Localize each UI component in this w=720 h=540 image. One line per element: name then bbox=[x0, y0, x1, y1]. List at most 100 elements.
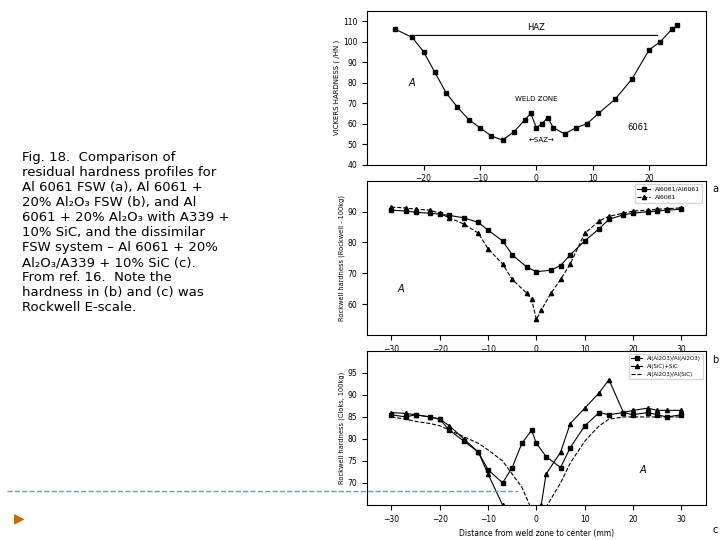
Al(SiC)+SiC bbox=[541, 471, 550, 477]
Al(Al2O3)/Al(Al2O3) bbox=[595, 409, 603, 416]
Al(SiC)+SiC bbox=[537, 502, 546, 508]
Al(Al2O3)/Al(SiC) bbox=[518, 484, 526, 490]
Al(Al2O3)/Al(SiC) bbox=[387, 414, 396, 420]
Al(Al2O3)/Al(SiC) bbox=[541, 504, 550, 510]
Al(SiC)+SiC bbox=[677, 407, 685, 414]
Al(SiC)+SiC bbox=[484, 471, 492, 477]
Al6061/Al6061 bbox=[595, 225, 603, 232]
Al6061/Al6061 bbox=[445, 212, 454, 219]
Al(Al2O3)/Al(Al2O3) bbox=[619, 409, 628, 416]
Al6061/Al6061 bbox=[436, 211, 444, 218]
Al6061 bbox=[459, 221, 468, 227]
Al(Al2O3)/Al(Al2O3) bbox=[677, 411, 685, 418]
Text: ▶: ▶ bbox=[14, 511, 25, 525]
Al6061 bbox=[402, 205, 410, 211]
Al6061/Al6061 bbox=[643, 208, 652, 215]
Al6061 bbox=[557, 276, 565, 282]
Al(Al2O3)/Al(SiC) bbox=[426, 420, 434, 427]
Al(Al2O3)/Al(SiC) bbox=[629, 414, 637, 420]
Text: b: b bbox=[712, 354, 719, 364]
Al6061/Al6061 bbox=[629, 210, 637, 217]
Al(Al2O3)/Al(Al2O3) bbox=[508, 464, 516, 471]
Al6061 bbox=[411, 206, 420, 212]
Al(Al2O3)/Al(SiC) bbox=[484, 447, 492, 453]
Al(SiC)+SiC bbox=[566, 420, 575, 427]
Text: HAZ: HAZ bbox=[528, 23, 545, 32]
Al(SiC)+SiC bbox=[595, 389, 603, 396]
Al(Al2O3)/Al(Al2O3) bbox=[426, 414, 434, 420]
Al6061 bbox=[498, 261, 507, 267]
Al(Al2O3)/Al(Al2O3) bbox=[629, 411, 637, 418]
Al(Al2O3)/Al(SiC) bbox=[677, 414, 685, 420]
Al6061 bbox=[566, 261, 575, 267]
Al(Al2O3)/Al(SiC) bbox=[436, 422, 444, 429]
Al6061 bbox=[677, 205, 685, 211]
Al(Al2O3)/Al(SiC) bbox=[595, 422, 603, 429]
Al6061 bbox=[605, 213, 613, 220]
Al(Al2O3)/Al(Al2O3) bbox=[436, 416, 444, 422]
Line: Al6061/Al6061: Al6061/Al6061 bbox=[390, 207, 683, 274]
Al(Al2O3)/Al(SiC) bbox=[566, 460, 575, 467]
Al(SiC)+SiC bbox=[557, 449, 565, 455]
Al6061/Al6061 bbox=[426, 210, 434, 217]
Al(Al2O3)/Al(Al2O3) bbox=[484, 467, 492, 473]
Al(Al2O3)/Al(SiC) bbox=[498, 458, 507, 464]
Al(SiC)+SiC bbox=[426, 414, 434, 420]
Al6061/Al6061 bbox=[474, 219, 482, 226]
Al6061/Al6061 bbox=[532, 268, 541, 275]
Al(Al2O3)/Al(SiC) bbox=[532, 524, 541, 530]
Al6061 bbox=[387, 204, 396, 210]
Al(Al2O3)/Al(Al2O3) bbox=[566, 444, 575, 451]
Al6061 bbox=[508, 276, 516, 282]
Al6061 bbox=[580, 230, 589, 237]
Al(SiC)+SiC bbox=[662, 407, 671, 414]
Al6061/Al6061 bbox=[619, 212, 628, 218]
Al6061 bbox=[643, 207, 652, 213]
Al6061/Al6061 bbox=[546, 267, 555, 273]
Al(SiC)+SiC bbox=[387, 409, 396, 416]
Al(Al2O3)/Al(SiC) bbox=[643, 414, 652, 420]
Line: Al6061: Al6061 bbox=[390, 205, 683, 321]
Al6061 bbox=[532, 316, 541, 322]
Al6061/Al6061 bbox=[677, 206, 685, 212]
Al(Al2O3)/Al(Al2O3) bbox=[387, 411, 396, 418]
Al(Al2O3)/Al(SiC) bbox=[605, 416, 613, 422]
X-axis label: Distance from weld zone to center (mm): Distance from weld zone to center (mm) bbox=[459, 529, 614, 538]
Y-axis label: Rockwell hardness (Rockwell - 100kg): Rockwell hardness (Rockwell - 100kg) bbox=[338, 195, 345, 321]
Al(Al2O3)/Al(Al2O3) bbox=[557, 464, 565, 471]
Al(Al2O3)/Al(Al2O3) bbox=[541, 453, 550, 460]
Al(Al2O3)/Al(SiC) bbox=[653, 414, 662, 420]
Al6061/Al6061 bbox=[459, 214, 468, 221]
Al(SiC)+SiC bbox=[653, 407, 662, 414]
Al(Al2O3)/Al(Al2O3) bbox=[498, 480, 507, 486]
Al6061/Al6061 bbox=[387, 207, 396, 213]
Al(Al2O3)/Al(SiC) bbox=[411, 418, 420, 424]
Al(Al2O3)/Al(SiC) bbox=[402, 416, 410, 422]
Al(Al2O3)/Al(Al2O3) bbox=[580, 422, 589, 429]
Al(SiC)+SiC bbox=[402, 410, 410, 417]
Text: Fig. 18.  Comparison of
residual hardness profiles for
Al 6061 FSW (a), Al 6061 : Fig. 18. Comparison of residual hardness… bbox=[22, 151, 229, 314]
Line: Al(Al2O3)/Al(Al2O3): Al(Al2O3)/Al(Al2O3) bbox=[390, 410, 683, 485]
Line: Al(Al2O3)/Al(SiC): Al(Al2O3)/Al(SiC) bbox=[392, 417, 681, 527]
Al(Al2O3)/Al(SiC) bbox=[527, 506, 536, 512]
Text: A: A bbox=[639, 465, 646, 475]
Al6061/Al6061 bbox=[484, 227, 492, 233]
Al(Al2O3)/Al(Al2O3) bbox=[518, 440, 526, 447]
Al(SiC)+SiC bbox=[508, 526, 516, 532]
Al6061 bbox=[445, 214, 454, 221]
Al(Al2O3)/Al(SiC) bbox=[662, 414, 671, 420]
Al(Al2O3)/Al(SiC) bbox=[557, 480, 565, 486]
Al(Al2O3)/Al(SiC) bbox=[474, 440, 482, 447]
Al(Al2O3)/Al(Al2O3) bbox=[402, 414, 410, 420]
Al(SiC)+SiC bbox=[474, 449, 482, 455]
Al(Al2O3)/Al(Al2O3) bbox=[445, 427, 454, 434]
Al6061/Al6061 bbox=[402, 208, 410, 214]
Al6061 bbox=[629, 208, 637, 214]
Al6061/Al6061 bbox=[566, 252, 575, 258]
Al6061 bbox=[662, 205, 671, 212]
Al(SiC)+SiC bbox=[643, 405, 652, 411]
Al6061 bbox=[426, 207, 434, 213]
Text: a: a bbox=[712, 184, 719, 194]
Legend: Al6061/Al6061, Al6061: Al6061/Al6061, Al6061 bbox=[635, 184, 703, 203]
Line: Al(SiC)+SiC: Al(SiC)+SiC bbox=[390, 377, 683, 540]
